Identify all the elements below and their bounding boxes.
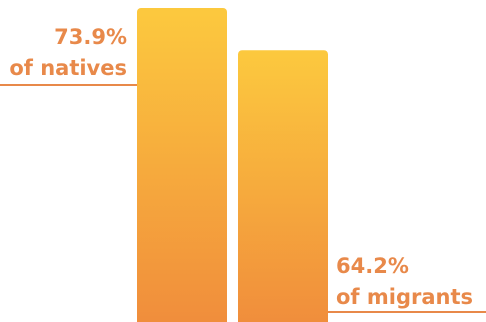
- bar-migrants: [238, 50, 328, 322]
- value-label-natives: 73.9%: [54, 25, 127, 49]
- value-label-migrants: 64.2%: [336, 254, 409, 278]
- caption-label-natives: of natives: [9, 56, 127, 80]
- bar-natives: [137, 8, 227, 322]
- caption-label-migrants: of migrants: [336, 285, 473, 309]
